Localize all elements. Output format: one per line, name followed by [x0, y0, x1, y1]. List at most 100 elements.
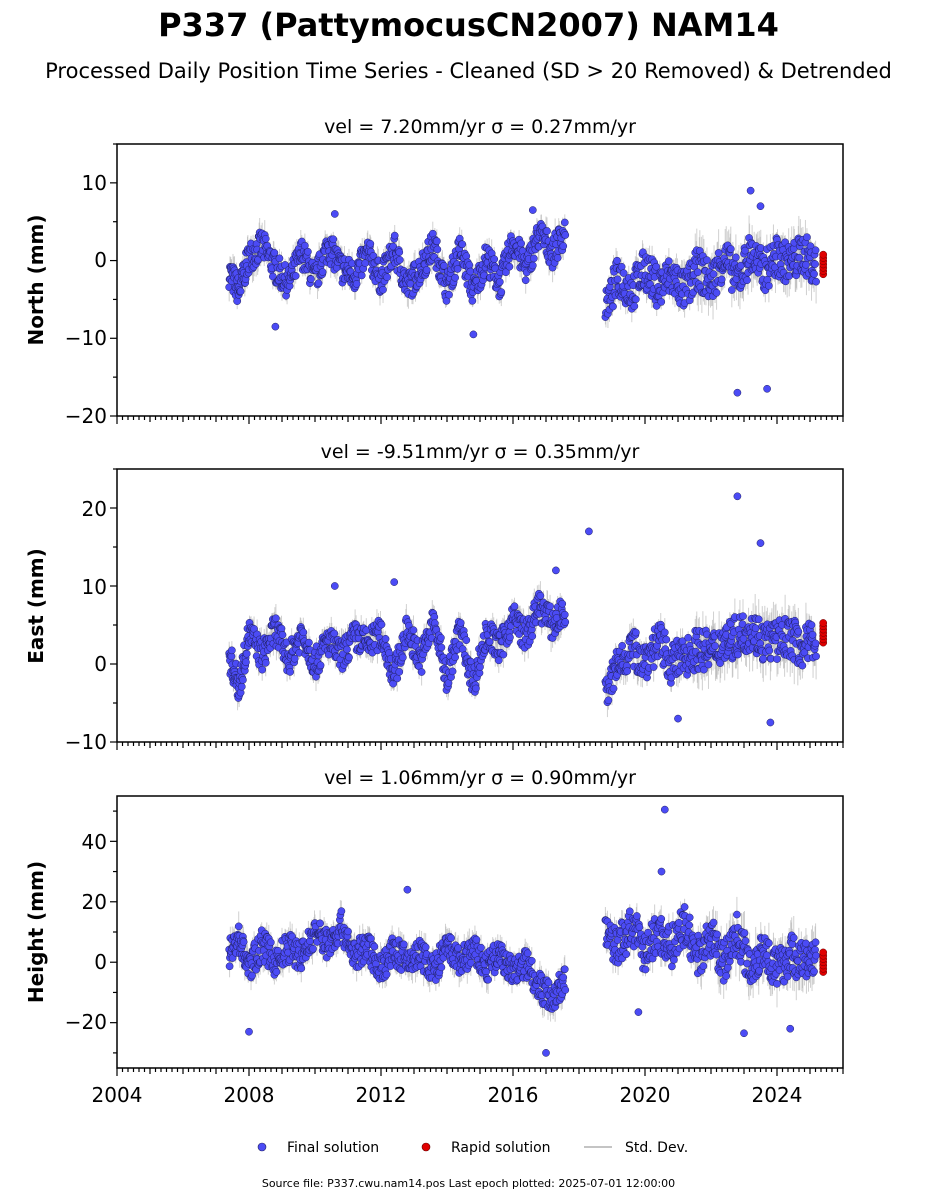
north-final-point	[470, 331, 477, 338]
north-final-point	[765, 282, 772, 289]
east-final-point	[559, 600, 566, 607]
east-final-point	[457, 619, 464, 626]
north-final-point	[802, 261, 809, 268]
east-final-point	[331, 630, 338, 637]
north-final-point	[812, 278, 819, 285]
east-final-point	[438, 644, 445, 651]
north-final-point	[396, 249, 403, 256]
figure: P337 (PattymocusCN2007) NAM14 Processed …	[0, 0, 937, 1200]
north-final-point	[506, 263, 513, 270]
east-final-point	[228, 647, 235, 654]
north-final-point	[452, 274, 459, 281]
panel-height: vel = 1.06mm/yr σ = 0.90mm/yr Height (mm…	[24, 767, 843, 1107]
north-final-point	[561, 219, 568, 226]
east-final-point	[343, 646, 350, 653]
north-final-point	[518, 240, 525, 247]
north-final-point	[276, 255, 283, 262]
north-final-point	[811, 261, 818, 268]
east-ytick-label: −10	[65, 730, 107, 754]
east-final-point	[624, 667, 631, 674]
north-final-point	[715, 249, 722, 256]
east-final-point	[734, 493, 741, 500]
east-final-point	[809, 631, 816, 638]
east-rapid-point	[820, 619, 827, 626]
north-final-point	[796, 254, 803, 261]
north-final-point	[396, 256, 403, 263]
north-final-point	[747, 187, 754, 194]
east-final-point	[486, 638, 493, 645]
east-final-point	[418, 668, 425, 675]
north-final-point	[757, 203, 764, 210]
east-final-point	[650, 663, 657, 670]
east-final-point	[799, 662, 806, 669]
east-final-point	[394, 675, 401, 682]
east-final-point	[239, 676, 246, 683]
east-final-point	[391, 579, 398, 586]
north-final-point	[727, 245, 734, 252]
north-final-point	[271, 249, 278, 256]
north-final-point	[434, 246, 441, 253]
north-final-point	[543, 227, 550, 234]
east-final-point	[739, 613, 746, 620]
east-final-point	[243, 650, 250, 657]
east-final-point	[291, 655, 298, 662]
north-final-point	[560, 242, 567, 249]
east-final-point	[278, 625, 285, 632]
north-final-point	[331, 210, 338, 217]
panel-north: vel = 7.20mm/yr σ = 0.27mm/yr North (mm)…	[24, 116, 843, 428]
east-final-point	[317, 662, 324, 669]
north-final-point	[743, 277, 750, 284]
east-final-point	[619, 642, 626, 649]
north-final-point	[353, 280, 360, 287]
north-final-point	[237, 288, 244, 295]
east-final-point	[562, 618, 569, 625]
east-final-point	[663, 636, 670, 643]
north-final-point	[631, 303, 638, 310]
north-final-point	[469, 297, 476, 304]
east-final-point	[812, 640, 819, 647]
east-plot-frame	[117, 469, 843, 742]
east-ytick-label: 20	[82, 497, 107, 521]
north-final-point	[810, 270, 817, 277]
east-final-point	[661, 629, 668, 636]
east-final-point	[472, 685, 479, 692]
east-final-point	[410, 627, 417, 634]
east-ytick-label: 0	[94, 652, 107, 676]
north-final-point	[713, 289, 720, 296]
figure-title: P337 (PattymocusCN2007) NAM14	[158, 6, 779, 44]
north-final-point	[433, 238, 440, 245]
east-final-point	[685, 634, 692, 641]
north-final-point	[764, 385, 771, 392]
north-final-point	[658, 298, 665, 305]
north-final-point	[423, 266, 430, 273]
north-final-point	[467, 268, 474, 275]
east-final-point	[610, 685, 617, 692]
east-final-point	[399, 654, 406, 661]
east-final-point	[812, 653, 819, 660]
east-axis-ticks	[110, 469, 843, 750]
north-final-point	[498, 288, 505, 295]
north-final-point	[292, 272, 299, 279]
east-final-point	[757, 540, 764, 547]
east-final-point	[500, 651, 507, 658]
north-rapid-point	[820, 251, 827, 258]
north-final-point	[803, 234, 810, 241]
east-final-point	[552, 567, 559, 574]
north-panel-title: vel = 7.20mm/yr σ = 0.27mm/yr	[324, 116, 636, 138]
east-final-point	[396, 668, 403, 675]
north-final-point	[522, 277, 529, 284]
north-final-point	[367, 240, 374, 247]
east-final-point	[760, 655, 767, 662]
north-final-point	[379, 286, 386, 293]
north-final-point	[358, 272, 365, 279]
east-final-point	[331, 582, 338, 589]
east-final-point	[506, 634, 513, 641]
north-final-point	[529, 206, 536, 213]
north-final-point	[613, 257, 620, 264]
north-final-point	[609, 303, 616, 310]
north-ytick-label: 10	[82, 171, 107, 195]
north-final-point	[272, 323, 279, 330]
east-final-point	[585, 528, 592, 535]
east-final-point	[773, 655, 780, 662]
north-final-point	[529, 262, 536, 269]
